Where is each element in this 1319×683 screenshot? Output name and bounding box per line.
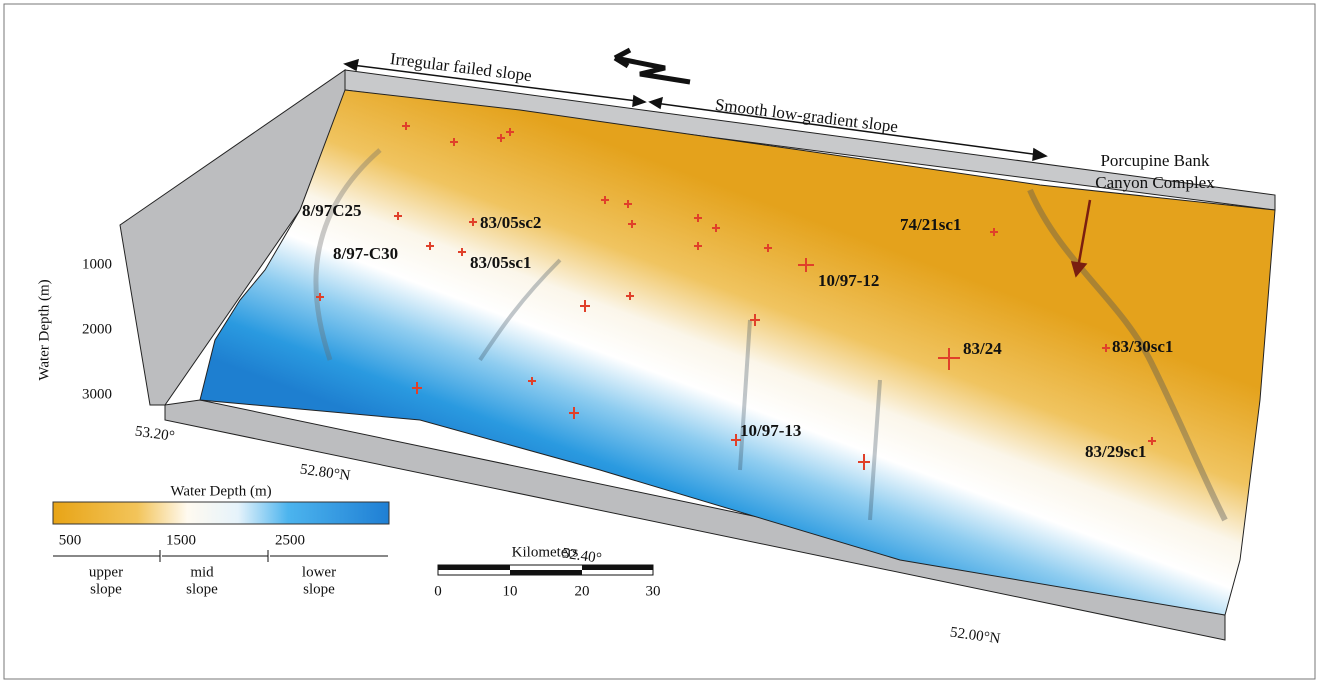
north-arrow <box>615 50 690 82</box>
zone-label: slope <box>90 581 122 597</box>
axis-title: Water Depth (m) <box>36 279 52 380</box>
latitude-label: 52.00°N <box>949 625 1001 648</box>
annotation: Porcupine Bank <box>1100 151 1210 170</box>
legend-tick: 500 <box>59 532 82 548</box>
latitude-label: 53.20° <box>134 424 176 445</box>
figure: Irregular failed slope Smooth low-gradie… <box>0 0 1319 683</box>
page: Porcupine Bank bathymetry {"annotations"… <box>0 0 1319 683</box>
scale-tick: 10 <box>503 583 518 599</box>
legend-tick: 2500 <box>275 532 305 548</box>
tick-label: 3000 <box>82 386 112 402</box>
station-label: 83/30sc1 <box>1112 337 1173 356</box>
station-label: 83/24 <box>963 339 1002 358</box>
annotation: Canyon Complex <box>1095 173 1215 192</box>
legend-colorbar <box>53 502 389 524</box>
zone-label: upper <box>89 564 123 580</box>
scale-bar: Kilometers 0 10 20 30 <box>434 544 660 599</box>
station-label: 8/97-C30 <box>333 244 398 263</box>
zone-label: mid <box>190 564 214 580</box>
station-label: 10/97-12 <box>818 271 879 290</box>
scale-title: Kilometers <box>512 544 579 560</box>
station-label: 8/97C25 <box>302 201 362 220</box>
legend-title: Water Depth (m) <box>170 483 271 499</box>
station-label: 83/05sc1 <box>470 253 531 272</box>
legend-tick: 1500 <box>166 532 196 548</box>
station-label: 83/05sc2 <box>480 213 541 232</box>
zone-label: slope <box>303 581 335 597</box>
tick-label: 1000 <box>82 256 112 272</box>
legend: Water Depth (m) 500 1500 2500 upper slop… <box>53 483 389 597</box>
scale-tick: 0 <box>434 583 442 599</box>
body: Irregular failed slope Smooth low-gradie… <box>0 0 1319 683</box>
zone-label: slope <box>186 581 218 597</box>
tick-label: 2000 <box>82 321 112 337</box>
scale-tick: 30 <box>646 583 661 599</box>
scale-tick: 20 <box>575 583 590 599</box>
latitude-label: 52.80°N <box>299 462 351 485</box>
station-label: 74/21sc1 <box>900 215 961 234</box>
station-label: 10/97-13 <box>740 421 801 440</box>
station-label: 83/29sc1 <box>1085 442 1146 461</box>
zone-label: lower <box>302 564 336 580</box>
